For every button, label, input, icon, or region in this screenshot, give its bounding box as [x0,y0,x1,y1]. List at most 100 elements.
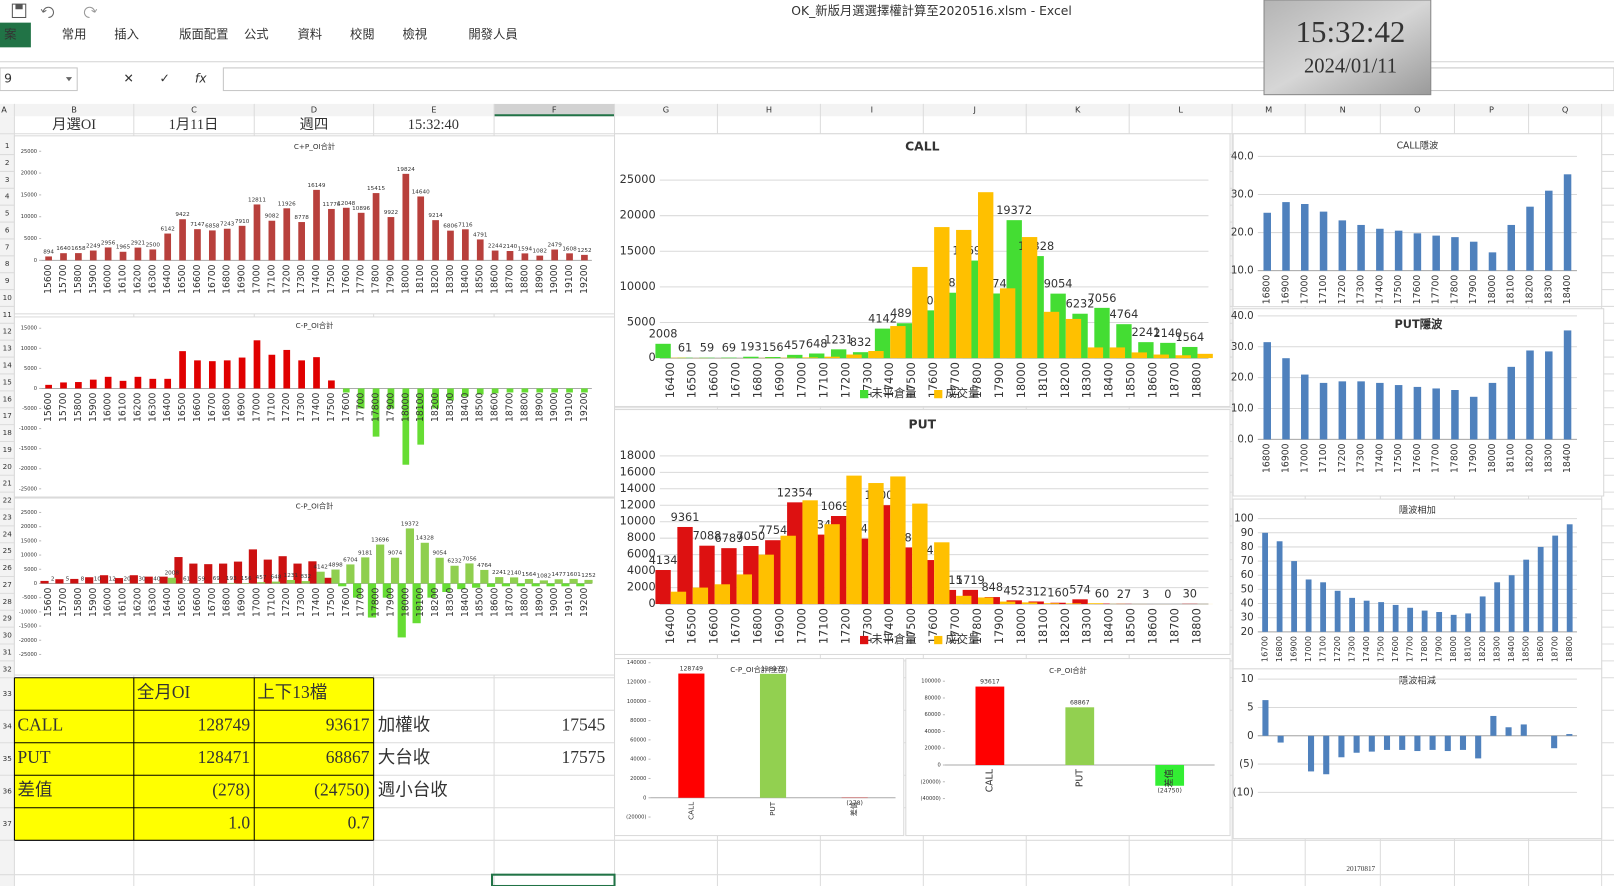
ribbon-tab[interactable]: 校閱 [350,26,375,41]
bar [1479,596,1486,632]
data-label: 9181 [358,550,373,556]
ribbon-tab[interactable]: 資料 [297,27,322,41]
bar [134,247,142,261]
chart-title: C+P_OI合計 [294,142,335,151]
x-tick-label: 17600 [1390,636,1400,662]
data-label: 7088 [693,529,722,543]
x-tick-label: 16700 [729,608,743,644]
data-label: 14328 [416,536,434,542]
data-label: 4764 [477,563,492,569]
x-tick-label: 16500 [685,608,699,644]
ribbon-tab[interactable]: 公式 [244,27,269,41]
row-header: 17 [3,411,12,420]
data-label: 648 [271,575,282,581]
y-tick-label: 18000 [620,448,656,462]
x-tick-label: 18000 [400,392,411,422]
y-tick-label: 0 [34,258,37,264]
name-box[interactable] [0,67,78,92]
data-label: 156 [762,340,784,354]
column-header: H [766,105,772,115]
x-tick-label: 18000 [1448,636,1458,662]
bar [1301,374,1309,440]
bar [846,354,862,359]
bar [223,360,231,389]
data-label: 19372 [401,521,419,527]
x-tick-label: 18700 [1168,608,1182,644]
file-tab-bg [0,22,31,48]
table-cell: 93617 [326,715,370,735]
ribbon-tab[interactable]: 案 [4,26,16,41]
name-box-dropdown[interactable] [65,77,73,82]
bar [1523,559,1530,632]
ribbon-tab[interactable]: 常用 [62,27,87,41]
x-tick-label: 16800 [751,362,765,398]
ribbon-tab[interactable]: 開發人員 [468,26,517,41]
x-tick-label: 15700 [58,587,69,617]
x-tick-label: 16800 [1262,443,1273,473]
data-label: 457 [784,338,806,352]
bar [238,225,246,261]
data-label: 1640 [56,246,71,252]
x-tick-label: 17400 [311,587,322,617]
x-tick-label: 17600 [926,362,940,398]
x-tick-label: 17200 [1337,443,1348,473]
x-tick-label: 18500 [475,587,486,617]
data-label: 6858 [205,223,220,229]
x-tick-label: 17200 [1332,636,1342,662]
undo-icon[interactable] [40,6,55,19]
formula-button[interactable]: ✓ [160,72,170,86]
redo-icon[interactable] [83,6,98,19]
y-tick-label: 30.0 [1231,341,1254,353]
y-tick-label: 20000 [620,208,656,222]
data-label: 4764 [1110,307,1139,321]
formula-button[interactable]: fx [195,72,207,86]
data-label: 6232 [447,559,462,565]
x-tick-label: 16400 [162,264,173,294]
bar [495,577,504,584]
bar [1065,318,1082,359]
data-label: 9054 [1044,277,1073,291]
row-header: 24 [3,529,13,538]
bar [1153,354,1169,359]
bar [1043,311,1060,359]
x-tick-label: 16400 [663,362,677,398]
x-tick-label: 19000 [549,587,560,617]
x-tick-label: 16700 [1260,636,1270,662]
bar [1087,347,1104,359]
x-tick-label: 17300 [296,587,307,617]
y-tick-label: 20.0 [1231,227,1254,239]
x-tick-label: 15600 [43,587,54,617]
data-label: 1965 [116,245,131,251]
y-tick-label: 70 [1241,555,1254,567]
bar [1494,582,1501,632]
ribbon-tab[interactable]: 檢視 [402,26,427,41]
x-tick-label: 16100 [118,264,129,294]
x-tick-label: 16300 [147,264,158,294]
x-tick-label: 差值 [1163,769,1175,787]
x-tick-label: 16800 [1262,275,1273,305]
bar [1383,735,1391,750]
bar [1520,724,1527,736]
bar [1262,532,1269,632]
x-tick-label: 17400 [311,392,322,422]
bar [780,535,796,605]
bar [45,384,52,389]
ribbon-tab[interactable]: 版面配置 [179,27,228,41]
y-tick-label: 2000 [627,580,656,594]
active-cell[interactable] [490,873,616,886]
x-tick-label: 18100 [415,264,426,294]
data-label: 1231 [284,573,299,579]
formula-button[interactable]: ✕ [123,72,133,86]
x-tick-label: 17900 [385,264,396,294]
data-label: 2244 [488,244,503,250]
x-tick-label: 18500 [1521,636,1531,662]
bar [576,583,585,587]
row-header: 4 [5,192,10,201]
bar [60,253,67,261]
data-label: 7147 [190,222,205,228]
bar [1394,230,1403,271]
row-header: 34 [3,722,13,731]
x-tick-label: 17800 [1449,443,1460,473]
data-label: 2 [51,576,55,582]
ribbon-tab[interactable]: 插入 [114,27,139,41]
